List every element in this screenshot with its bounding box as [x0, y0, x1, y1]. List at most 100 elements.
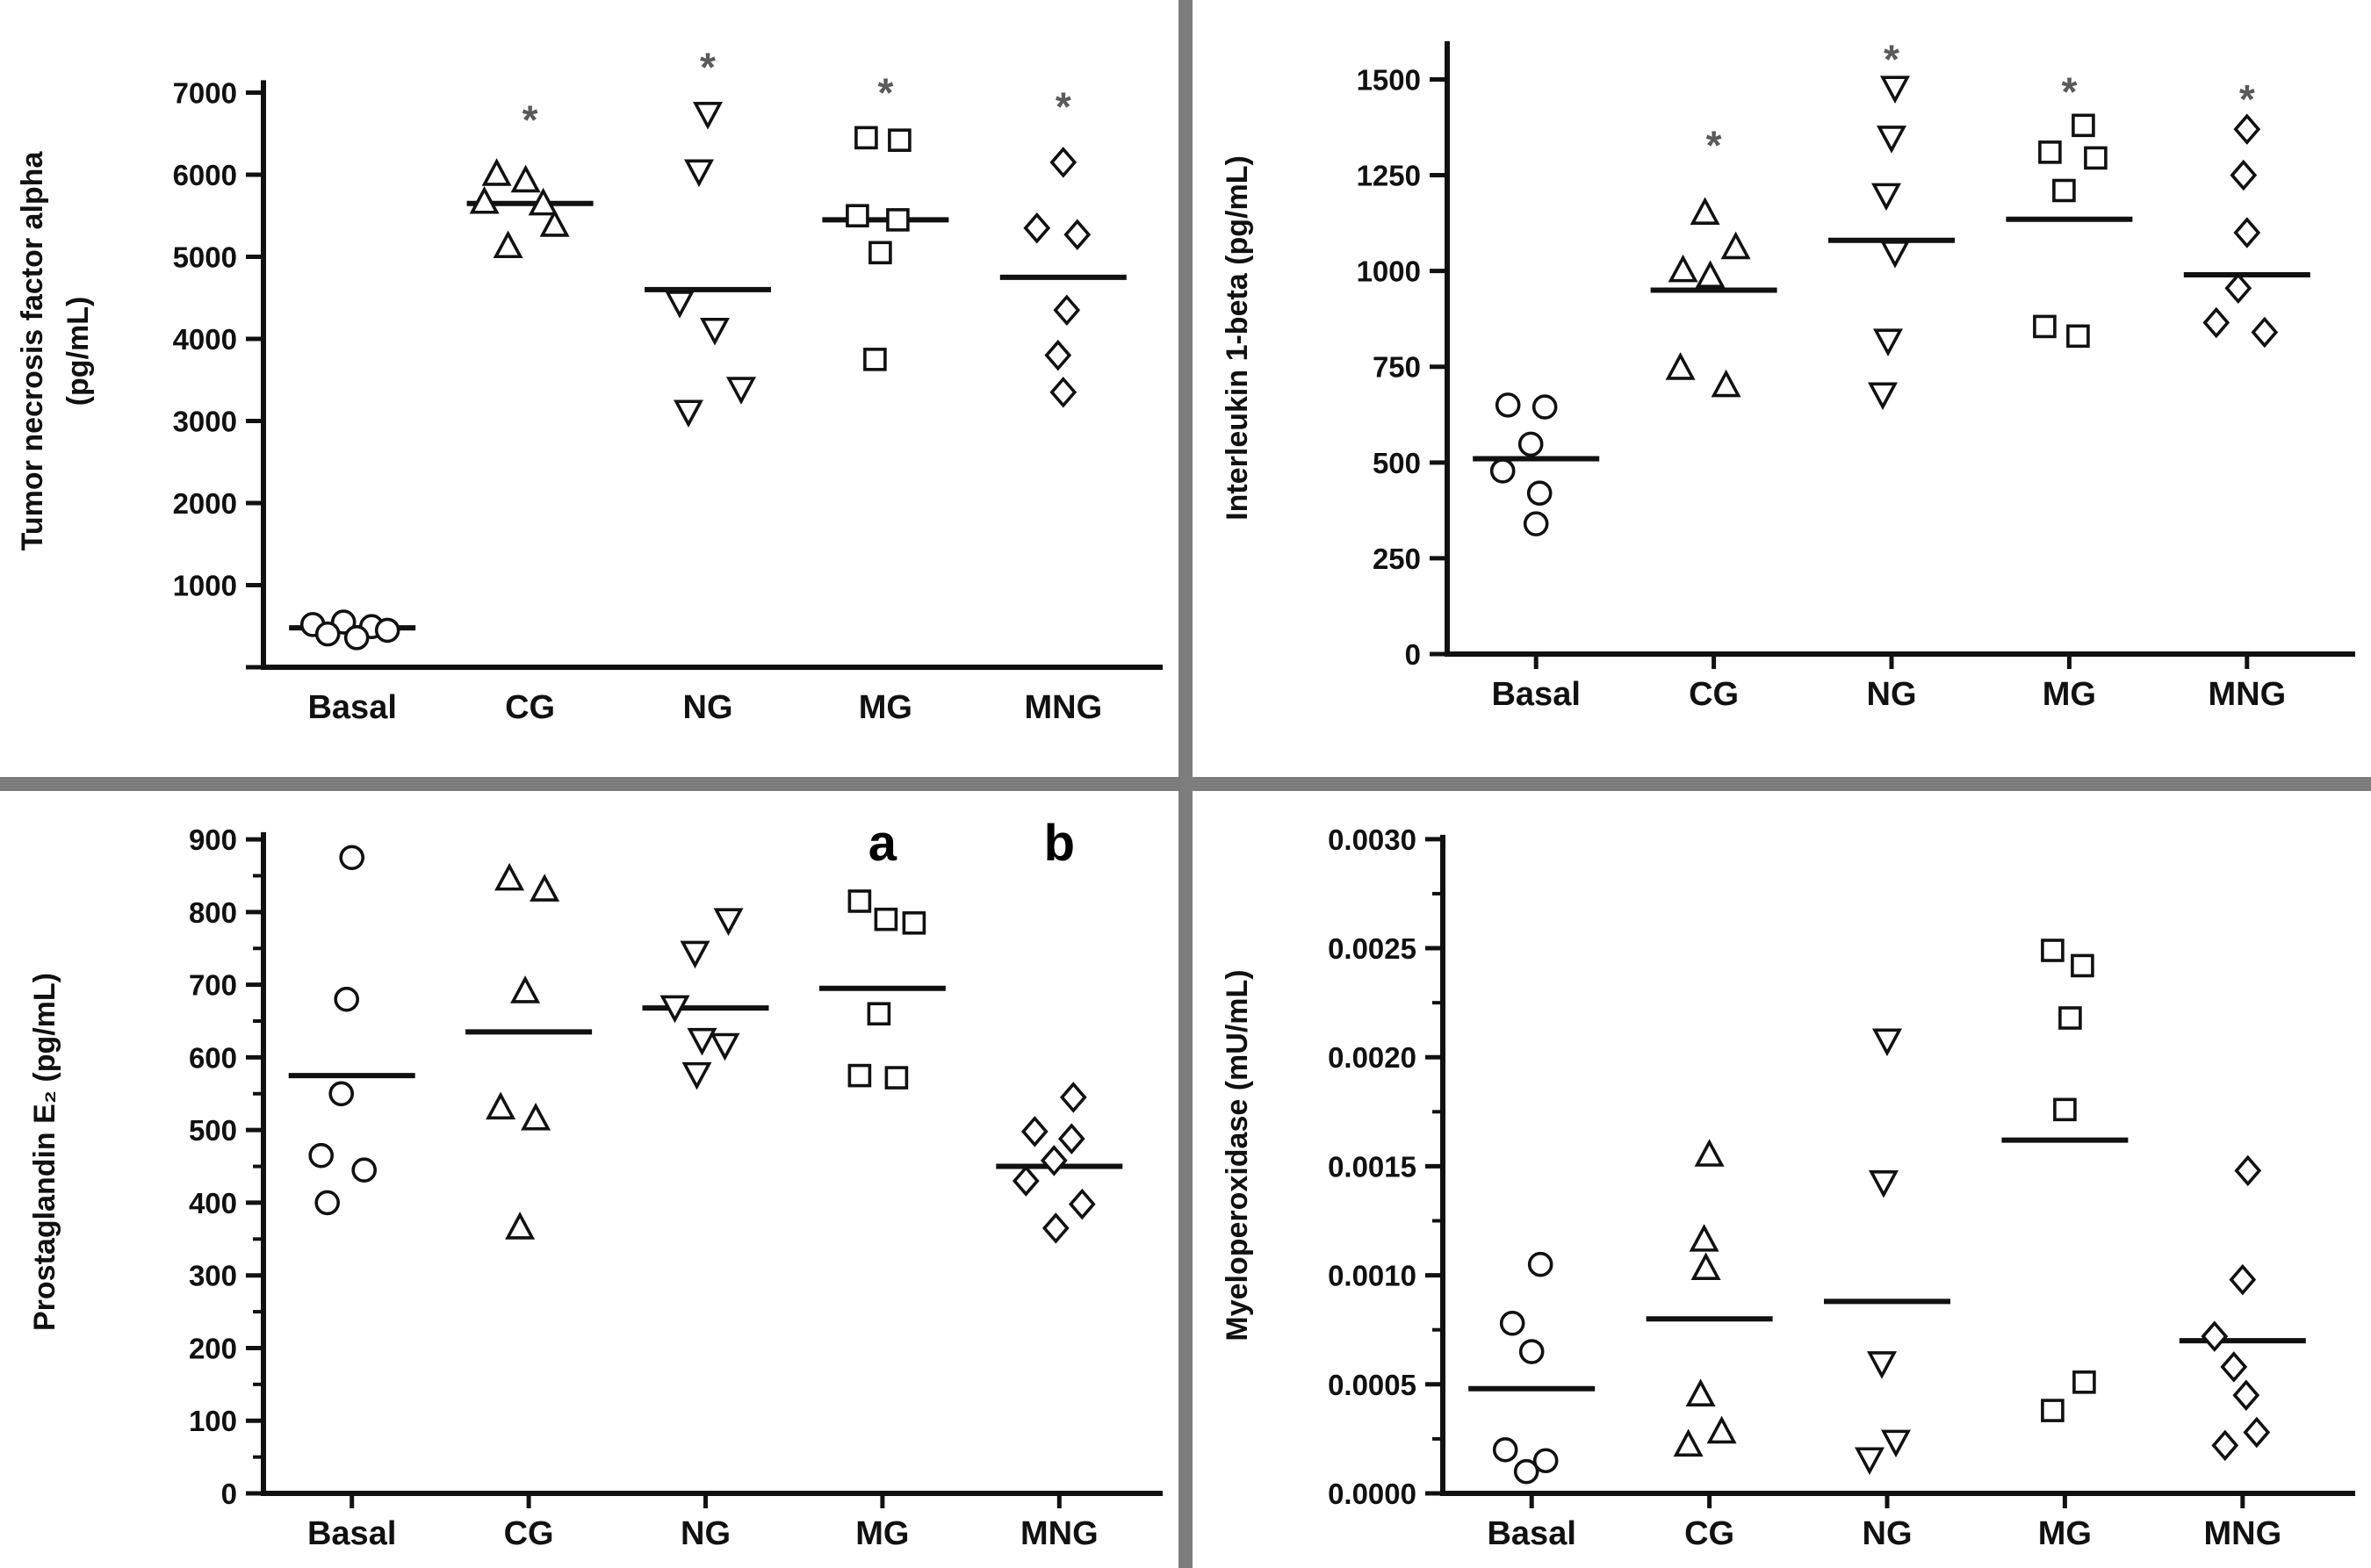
data-point-square — [847, 1063, 872, 1088]
y-tick-label: 7000 — [173, 76, 237, 109]
y-tick-label: 100 — [189, 1405, 237, 1437]
y-tick-label: 600 — [189, 1041, 237, 1074]
data-point-square — [854, 126, 878, 150]
data-point-triangle-up — [505, 1212, 536, 1240]
data-point-triangle-up — [1720, 231, 1751, 260]
data-point-diamond — [1041, 1212, 1070, 1244]
data-point-diamond — [1059, 1082, 1087, 1113]
data-point-square — [2072, 113, 2095, 138]
data-point-square — [2058, 1006, 2082, 1030]
data-point-square — [867, 1002, 891, 1026]
data-point-circle — [1532, 1448, 1559, 1474]
data-point-diamond — [2243, 1416, 2271, 1449]
y-tick-label: 500 — [1373, 447, 1421, 479]
data-point-square — [888, 128, 912, 152]
data-point-diamond — [1063, 219, 1092, 250]
data-point-diamond — [1040, 1145, 1068, 1176]
y-tick-label: 5000 — [173, 241, 237, 273]
data-point-diamond — [2211, 1429, 2239, 1462]
x-category-label: NG — [1867, 676, 1917, 713]
data-point-triangle-down — [725, 377, 757, 405]
panel-tnf-alpha: 1000 2000 3000 4000 5000 6000 7000 Tumor necros… — [0, 0, 1178, 777]
data-point-diamond — [1068, 1188, 1096, 1220]
data-point-square — [847, 889, 872, 913]
data-point-diamond — [1049, 147, 1077, 178]
y-axis-label: Myeloperoxidase (mU/mL) — [1221, 969, 1254, 1341]
data-point-circle — [1526, 480, 1553, 507]
data-point-diamond — [2251, 316, 2279, 349]
significance-letter: a — [868, 815, 897, 872]
data-point-square — [868, 241, 892, 265]
y-tick-label: 1000 — [1357, 255, 1421, 288]
data-point-circle — [1492, 1437, 1518, 1463]
data-point-triangle-down — [1868, 1170, 1899, 1198]
data-point-triangle-up — [1706, 1415, 1737, 1444]
x-category-label: MNG — [2208, 676, 2286, 713]
panel-interleukin-1-beta: 0 250 500 750 1000 1250 1500 Interleukin 1-beta… — [1193, 0, 2371, 777]
data-point-triangle-up — [528, 187, 559, 216]
panel-myeloperoxidase: 0.0000 0.0005 0.0010 0.0015 0.0020 0.0025 0.00… — [1193, 791, 2371, 1568]
significance-star: * — [877, 69, 893, 115]
data-point-square — [2084, 146, 2108, 170]
data-point-triangle-up — [1690, 197, 1720, 225]
data-point-diamond — [2232, 1379, 2260, 1411]
x-category-label: NG — [681, 1515, 731, 1552]
data-point-diamond — [1053, 294, 1081, 326]
y-tick-label: 0 — [221, 1478, 237, 1510]
chart-interleukin-1-beta: 0 250 500 750 1000 1250 1500 Interleukin 1-beta… — [1221, 36, 2355, 713]
data-point-triangle-up — [539, 209, 570, 237]
significance-star: * — [1056, 83, 1071, 129]
data-point-square — [2071, 953, 2094, 978]
data-point-diamond — [2202, 306, 2230, 339]
significance-letter: b — [1044, 815, 1075, 872]
data-point-diamond — [2220, 1351, 2248, 1383]
data-point-triangle-down — [1872, 328, 1904, 356]
x-category-label: CG — [1689, 676, 1739, 713]
y-tick-label: 0.0000 — [1328, 1478, 1416, 1510]
data-point-diamond — [2201, 1320, 2229, 1352]
x-category-label: CG — [504, 1515, 554, 1552]
data-point-circle — [314, 1190, 341, 1216]
data-point-circle — [308, 1142, 335, 1169]
y-tick-label: 200 — [189, 1332, 237, 1364]
data-point-circle — [1518, 1339, 1545, 1364]
data-point-triangle-up — [1673, 1428, 1704, 1457]
data-point-triangle-down — [1879, 76, 1911, 104]
data-point-triangle-up — [494, 862, 525, 891]
data-point-diamond — [2234, 1154, 2262, 1187]
data-point-circle — [328, 1081, 355, 1107]
data-point-square — [846, 204, 869, 228]
y-tick-label: 0.0025 — [1328, 932, 1416, 965]
significance-star: * — [700, 44, 716, 90]
data-point-triangle-up — [493, 230, 523, 259]
y-tick-label: 0.0015 — [1328, 1150, 1416, 1183]
x-category-label: MNG — [1024, 689, 1102, 726]
data-point-triangle-down — [1854, 1447, 1885, 1476]
data-point-circle — [1495, 392, 1521, 418]
data-point-square — [2038, 140, 2062, 164]
y-tick-label: 500 — [189, 1114, 237, 1147]
data-point-triangle-up — [1695, 260, 1726, 288]
y-tick-label: 1250 — [1357, 160, 1421, 192]
data-point-triangle-down — [1870, 183, 1902, 212]
data-point-square — [2066, 324, 2090, 349]
data-point-diamond — [1049, 377, 1077, 408]
x-category-label: MNG — [1020, 1515, 1099, 1552]
data-point-square — [884, 1066, 909, 1090]
data-point-square — [2052, 178, 2076, 203]
data-point-square — [2033, 314, 2057, 339]
x-category-label: MNG — [2203, 1515, 2281, 1552]
data-point-triangle-up — [1694, 1139, 1725, 1167]
data-point-triangle-down — [699, 317, 731, 346]
significance-star: * — [1706, 123, 1722, 169]
data-point-circle — [314, 621, 341, 647]
chart-tnf-alpha: 1000 2000 3000 4000 5000 6000 7000 Tumor necros… — [16, 44, 1163, 726]
data-point-circle — [343, 625, 370, 651]
data-point-triangle-up — [486, 1091, 516, 1120]
y-axis-label: Tumor necrosis factor alpha — [16, 151, 49, 551]
y-tick-label: 0 — [1405, 638, 1421, 671]
y-tick-label: 700 — [189, 969, 237, 1002]
data-point-square — [2041, 939, 2065, 962]
data-point-triangle-down — [710, 1032, 740, 1061]
